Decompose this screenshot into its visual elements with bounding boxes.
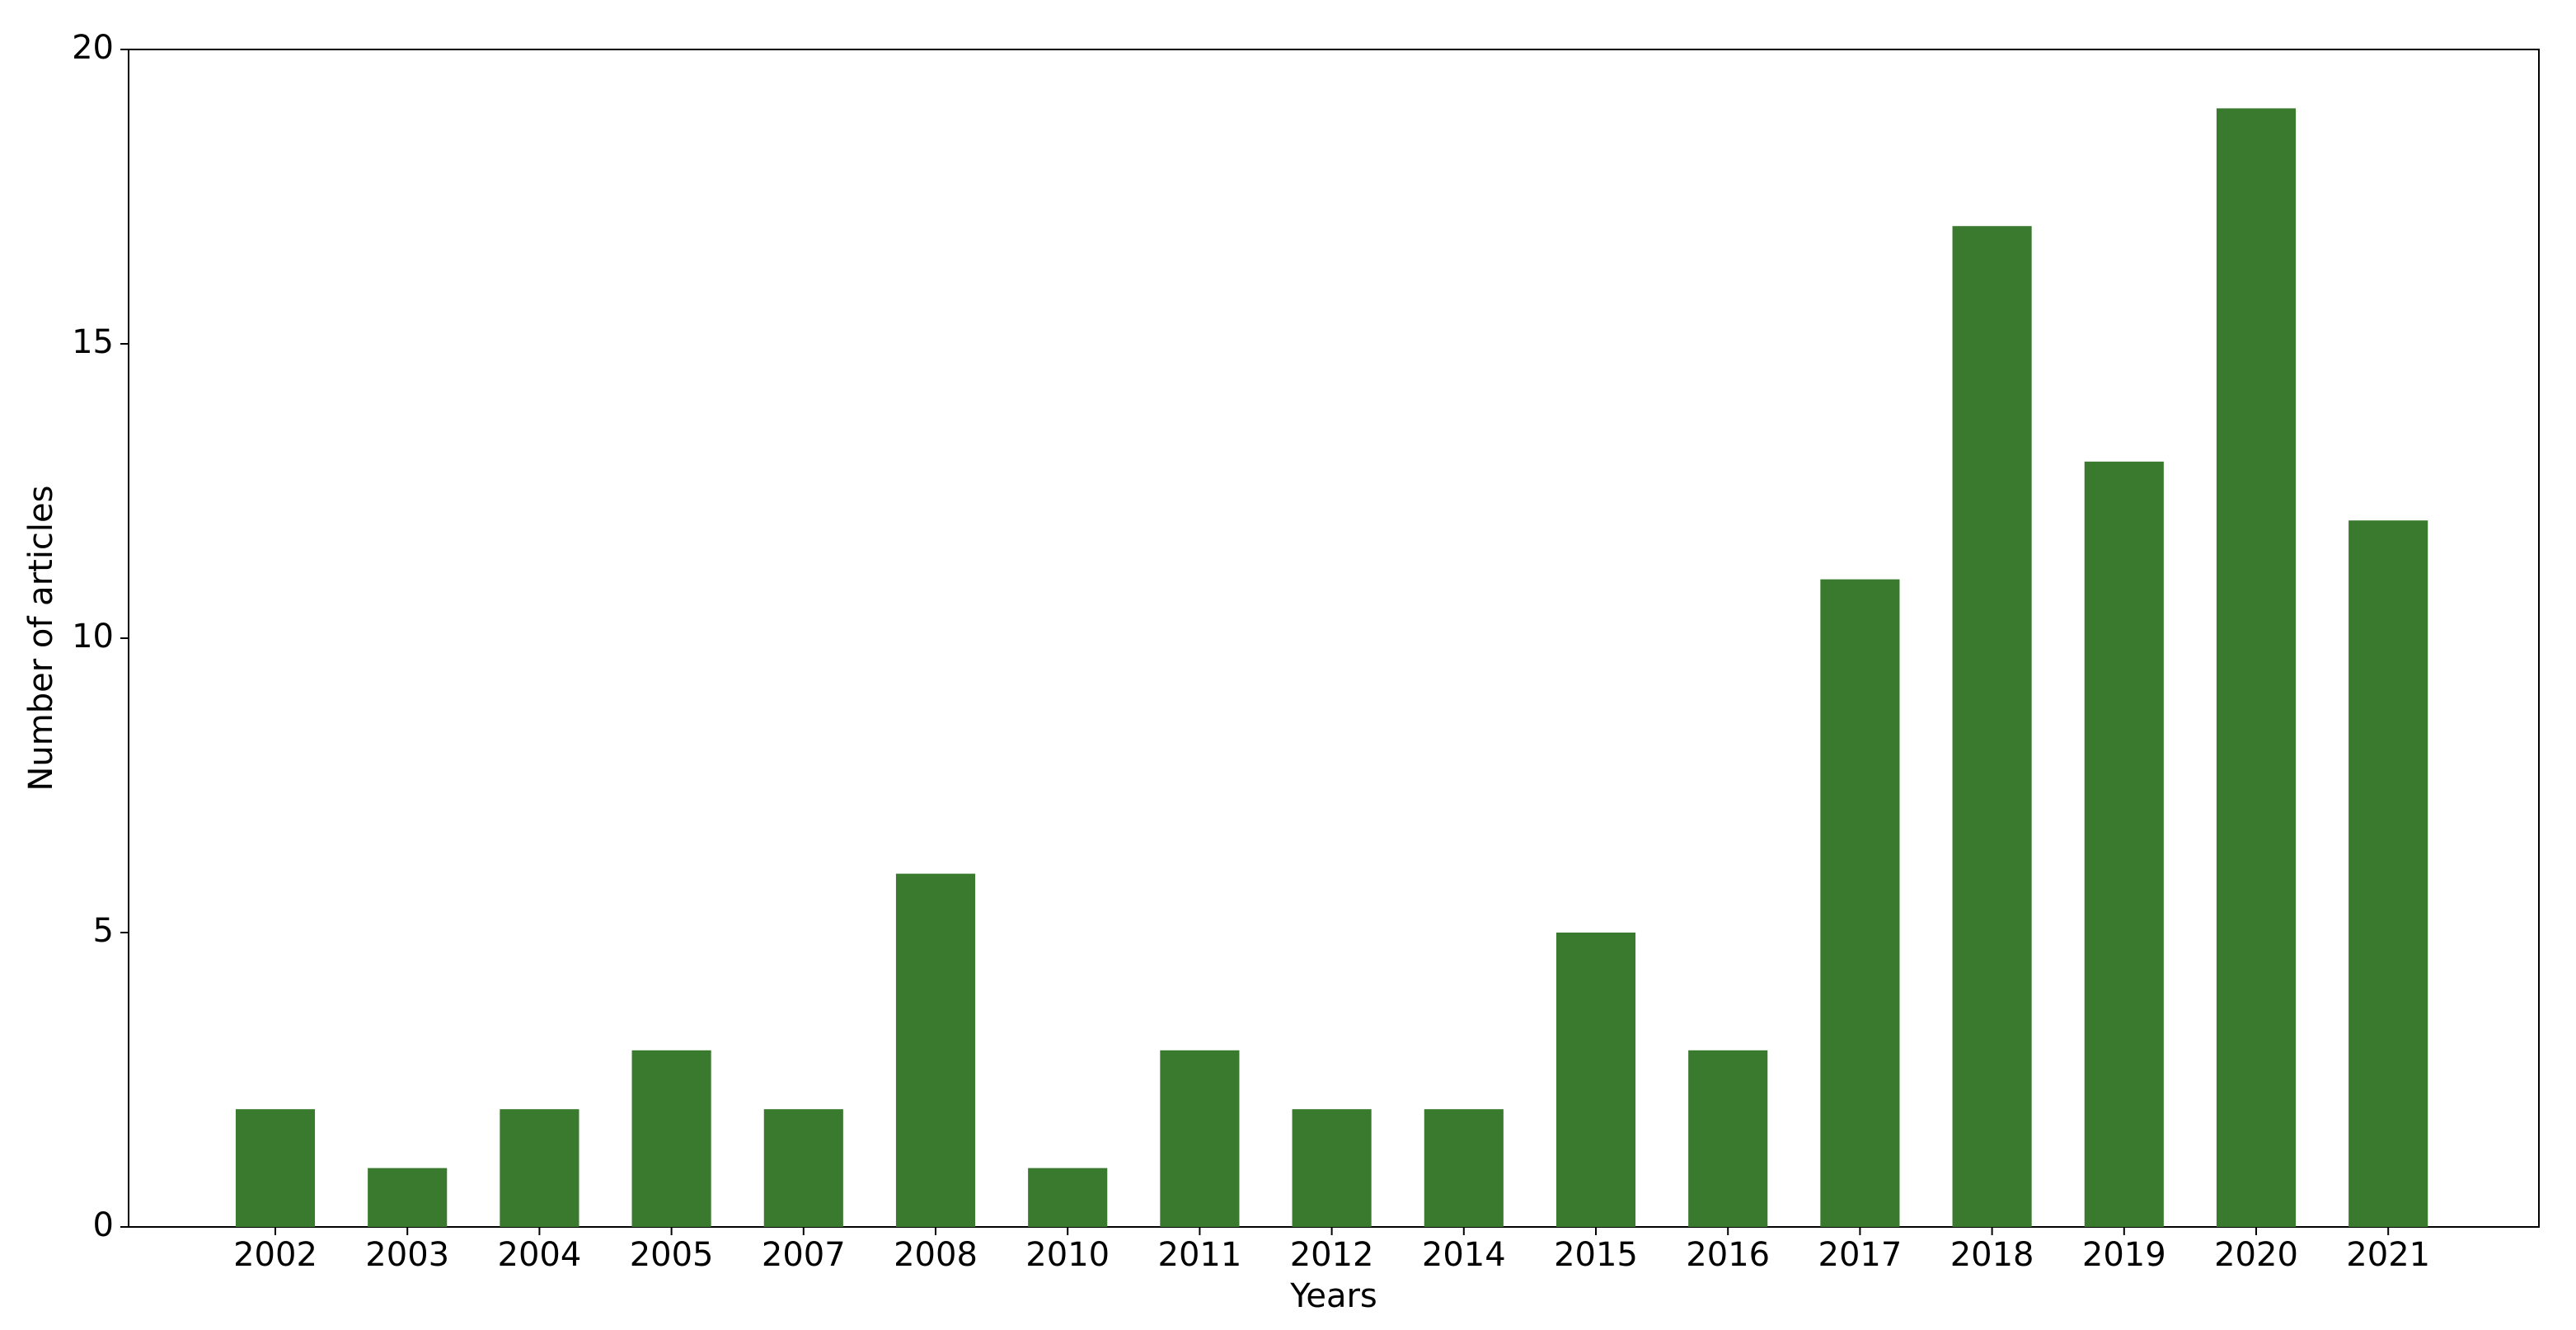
x-tick-label: 2017 bbox=[1818, 1236, 1903, 1274]
x-tick-label: 2014 bbox=[1422, 1236, 1506, 1274]
x-tick-label: 2012 bbox=[1290, 1236, 1374, 1274]
bar bbox=[1688, 1050, 1768, 1227]
x-tick-label: 2002 bbox=[233, 1236, 317, 1274]
x-tick-label: 2021 bbox=[2346, 1236, 2430, 1274]
y-tick-label: 20 bbox=[72, 29, 114, 67]
bar bbox=[1952, 226, 2032, 1228]
bar bbox=[1555, 933, 1636, 1227]
x-tick-label: 2010 bbox=[1025, 1236, 1110, 1274]
x-tick-label: 2008 bbox=[894, 1236, 978, 1274]
bar bbox=[235, 1109, 316, 1227]
x-tick-label: 2016 bbox=[1686, 1236, 1770, 1274]
y-tick-label: 10 bbox=[72, 618, 114, 656]
x-tick-label: 2003 bbox=[365, 1236, 449, 1274]
plot-frame bbox=[128, 49, 2540, 1228]
bar bbox=[1028, 1168, 1108, 1227]
y-tick-label: 5 bbox=[93, 912, 114, 950]
y-tick-label: 0 bbox=[93, 1206, 114, 1244]
bar bbox=[2084, 461, 2164, 1227]
x-tick-label: 2011 bbox=[1158, 1236, 1242, 1274]
bar bbox=[2216, 108, 2297, 1227]
bar bbox=[1160, 1050, 1240, 1227]
x-tick-label: 2020 bbox=[2214, 1236, 2298, 1274]
y-tick-label: 15 bbox=[72, 323, 114, 361]
y-axis-label: Number of articles bbox=[22, 486, 60, 792]
bar bbox=[763, 1109, 843, 1227]
bar bbox=[2348, 520, 2428, 1227]
x-tick-label: 2004 bbox=[498, 1236, 582, 1274]
bar bbox=[631, 1050, 711, 1227]
bar bbox=[1424, 1109, 1504, 1227]
bar bbox=[500, 1109, 579, 1227]
x-tick-label: 2015 bbox=[1554, 1236, 1638, 1274]
x-tick-label: 2018 bbox=[1950, 1236, 2034, 1274]
x-axis-label: Years bbox=[1289, 1277, 1377, 1315]
bar bbox=[1292, 1109, 1372, 1227]
bar bbox=[368, 1168, 448, 1227]
x-tick-label: 2007 bbox=[762, 1236, 846, 1274]
x-tick-label: 2019 bbox=[2082, 1236, 2166, 1274]
x-tick-label: 2005 bbox=[630, 1236, 714, 1274]
bar bbox=[895, 873, 976, 1227]
bar bbox=[1820, 579, 1900, 1227]
